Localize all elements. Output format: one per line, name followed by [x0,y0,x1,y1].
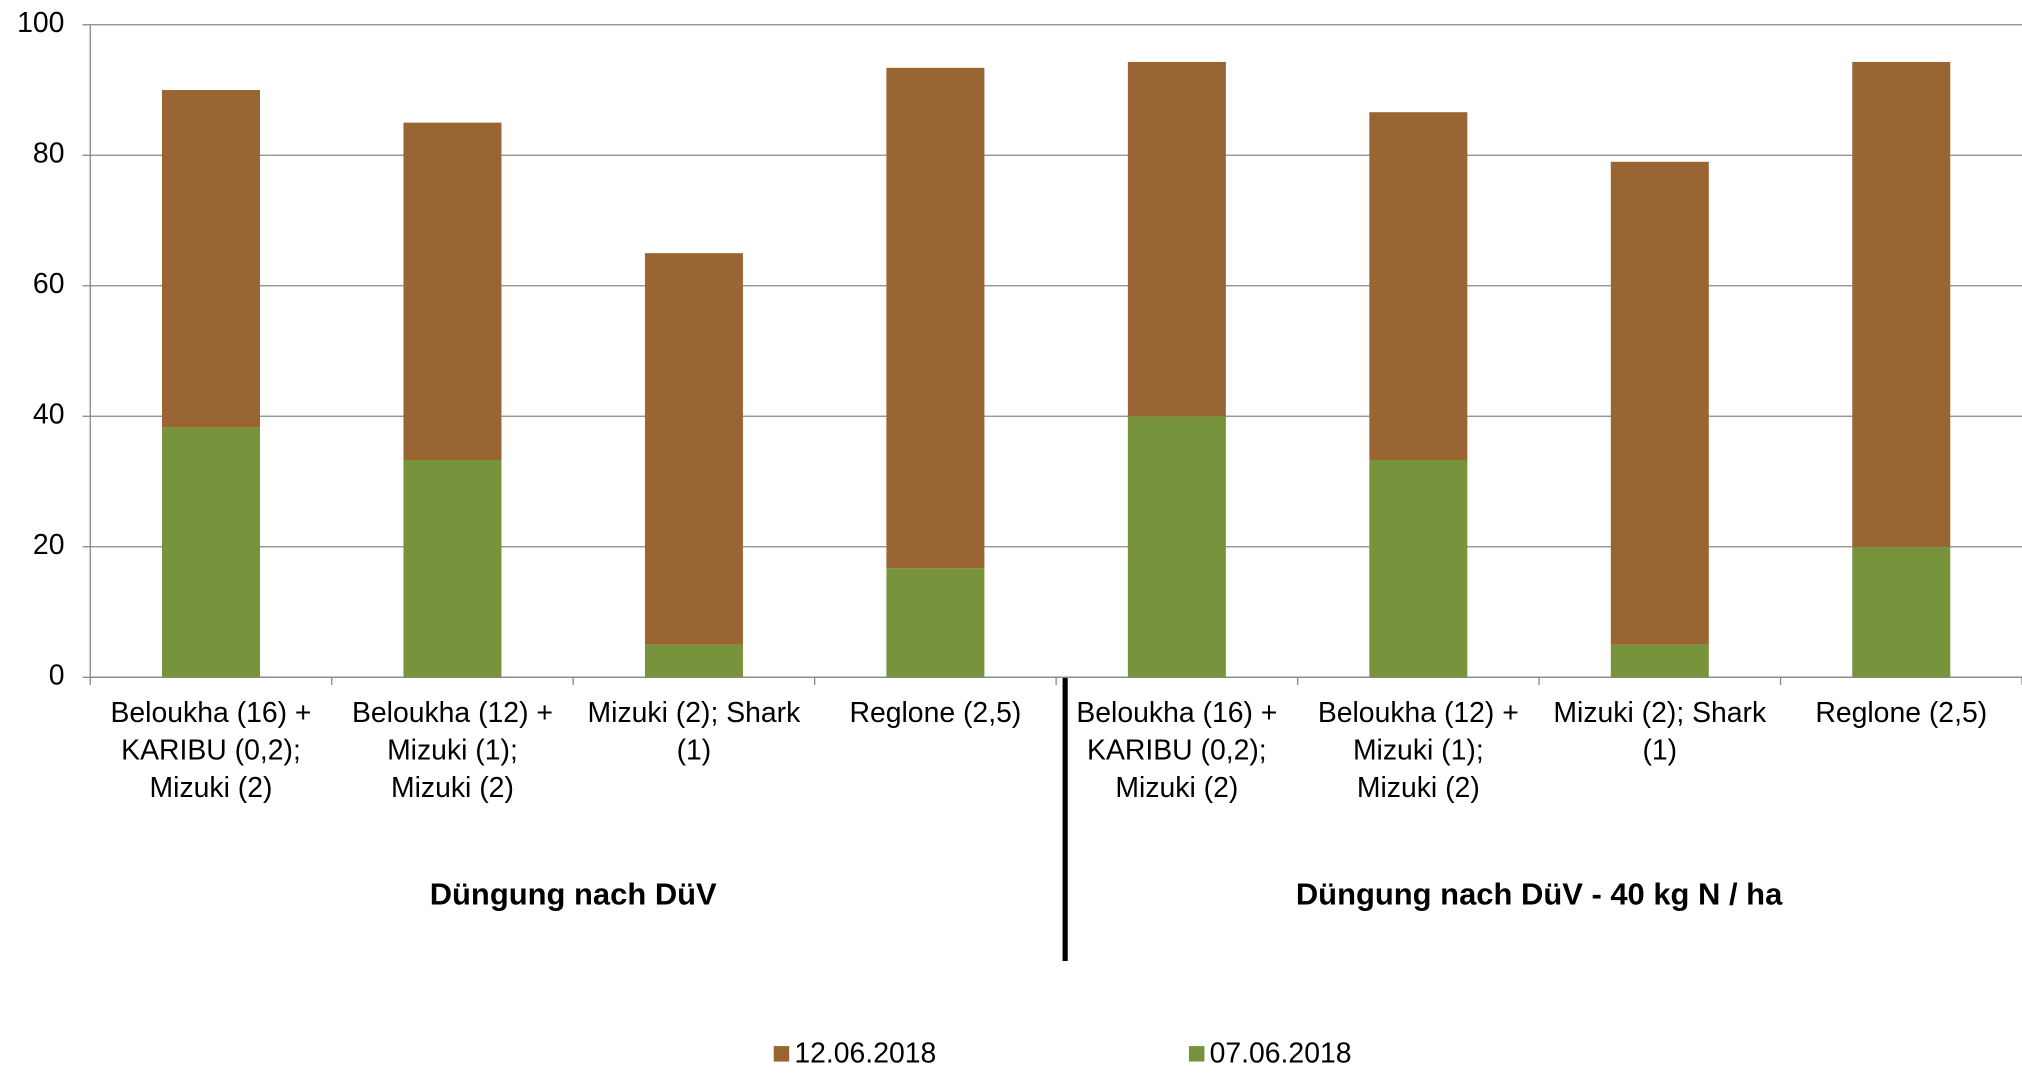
bar-segment [1610,161,1709,645]
bar-segment [1852,546,1951,678]
bar-segment [644,253,743,645]
bar-segment [1369,112,1468,460]
x-tick-label: Beloukha (16) + [110,697,311,729]
bar-segment [161,90,261,428]
legend-swatch [1188,1046,1205,1062]
x-tick-label: Reglone (2,5) [1815,697,1987,729]
x-tick-label: Reglone (2,5) [849,697,1021,729]
bar-segment [403,122,502,460]
bar-segment [644,644,743,678]
x-tick-label: Mizuki (2) [150,772,273,804]
y-tick-label: 100 [17,7,64,39]
bar-segment [1369,459,1468,678]
x-tick-label: Mizuki (2); Shark [1553,697,1767,729]
group-label: Düngung nach DüV - 40 kg N / ha [1296,877,1783,912]
x-tick-label: Mizuki (1); [387,735,518,767]
x-tick-label: KARIBU (0,2); [121,735,301,767]
bar-segment [1610,644,1709,678]
legend-label: 12.06.2018 [794,1038,936,1070]
x-tick-label: (1) [1642,735,1677,767]
x-tick-label: Mizuki (2) [1115,772,1238,804]
y-tick-label: 60 [33,268,65,300]
x-tick-label: Beloukha (16) + [1076,697,1277,729]
bar-segment [1127,416,1226,678]
y-tick-label: 0 [49,660,65,692]
x-tick-label: (1) [677,735,712,767]
x-tick-label: Mizuki (2); Shark [588,697,802,729]
y-tick-label: 80 [33,138,65,170]
x-tick-label: Beloukha (12) + [1318,697,1519,729]
bar-segment [886,67,985,569]
x-tick-label: KARIBU (0,2); [1087,735,1267,767]
x-tick-label: Mizuki (1); [1353,735,1484,767]
x-tick-label: Beloukha (12) + [352,697,553,729]
legend-swatch [773,1046,790,1062]
y-tick-label: 40 [33,399,65,431]
legend-label: 07.06.2018 [1210,1038,1352,1070]
bar-segment [886,568,985,678]
bar-segment [1852,61,1951,547]
bar-segment [1127,61,1226,417]
bar-segment [403,459,502,678]
y-tick-label: 20 [33,529,65,561]
x-tick-label: Mizuki (2) [1357,772,1480,804]
group-label: Düngung nach DüV [430,877,717,912]
x-tick-label: Mizuki (2) [391,772,514,804]
bar-segment [161,427,261,678]
